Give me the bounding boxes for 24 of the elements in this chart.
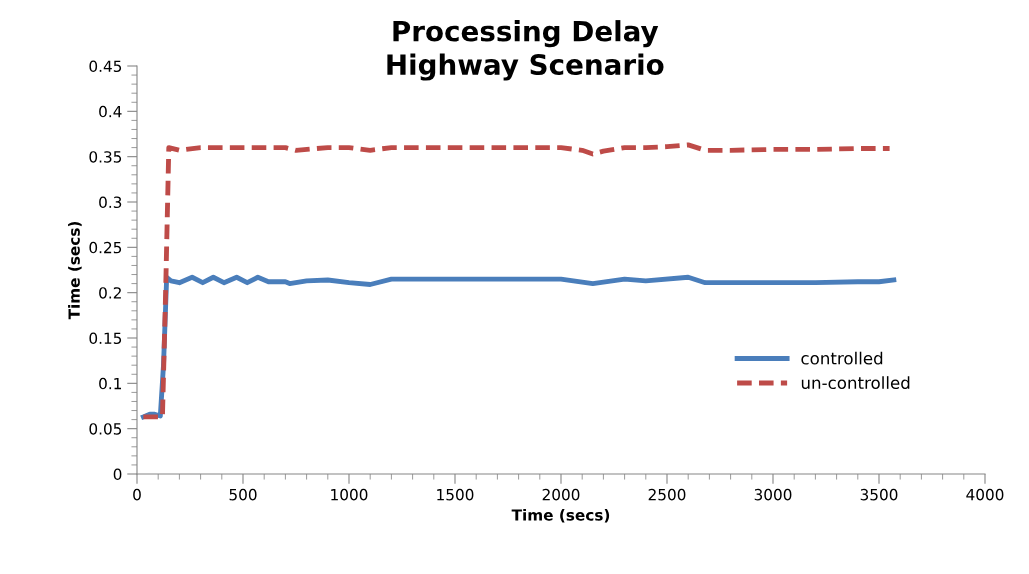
chart-title: Processing Delay Highway Scenario xyxy=(387,20,664,81)
legend-label: un-controlled xyxy=(801,376,910,390)
y-tick-label: 0.3 xyxy=(99,196,122,209)
x-tick-label: 3000 xyxy=(754,488,792,501)
y-tick-label: 0.2 xyxy=(99,287,121,299)
legend-label: controlled xyxy=(801,351,883,365)
y-tick-label: 0.4 xyxy=(99,105,122,118)
x-tick-label: 3500 xyxy=(860,488,898,501)
x-tick-label: 2500 xyxy=(648,488,686,501)
y-tick-label: 0.15 xyxy=(89,332,122,345)
x-tick-label: 500 xyxy=(229,488,257,501)
x-tick-label: 1500 xyxy=(437,488,474,501)
x-tick-label: 1000 xyxy=(331,488,368,501)
y-tick-label: 0.05 xyxy=(89,423,122,435)
x-tick-label: 0 xyxy=(133,488,141,501)
y-tick-label: 0.1 xyxy=(99,377,122,390)
y-axis-title: Time (secs) xyxy=(68,221,82,320)
y-tick-label: 0 xyxy=(113,468,122,481)
y-tick-label: 0.35 xyxy=(89,151,122,163)
y-tick-label: 0.45 xyxy=(89,60,122,73)
y-tick-label: 0.25 xyxy=(89,241,122,254)
x-axis-title: Time (secs) xyxy=(511,508,610,523)
x-tick-label: 4000 xyxy=(966,488,1004,501)
x-tick-label: 2000 xyxy=(542,488,580,501)
